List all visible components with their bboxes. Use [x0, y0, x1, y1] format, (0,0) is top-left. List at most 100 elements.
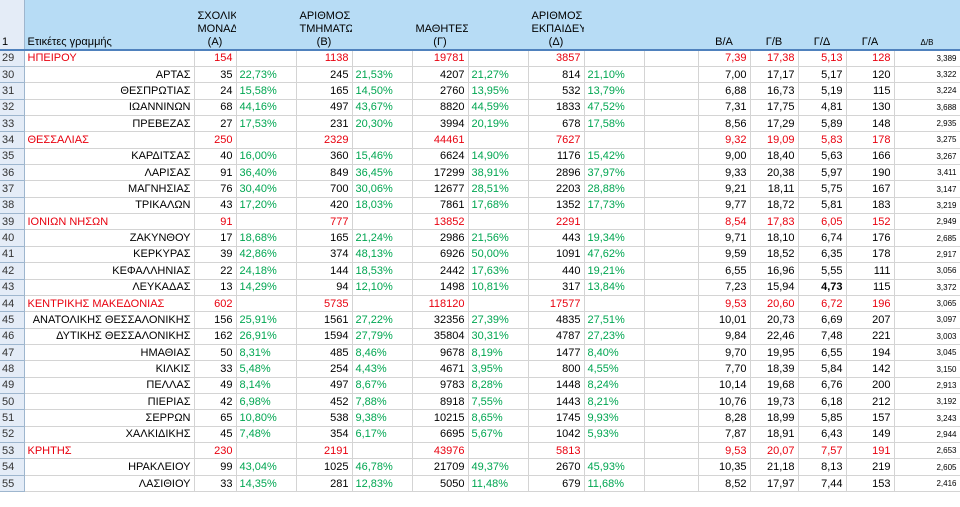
row-label[interactable]: ΗΡΑΚΛΕΙΟΥ: [24, 458, 195, 476]
cell-teachers[interactable]: 5813: [528, 442, 585, 460]
col-header-teachers[interactable]: ΑΡΙΘΜΟΣ ΕΚΠΑΙΔΕΥΤΙΚΩΝ (Δ): [528, 0, 585, 51]
row-number[interactable]: 52: [0, 426, 25, 444]
cell-units[interactable]: 250: [194, 131, 237, 149]
cell-sections[interactable]: 144: [296, 262, 353, 280]
row-number[interactable]: 54: [0, 458, 25, 476]
row-number[interactable]: 43: [0, 279, 25, 296]
cell-ratio-db[interactable]: 3,219: [894, 197, 960, 215]
cell-units-pct[interactable]: 22,73%: [236, 66, 297, 84]
cell-students-pct[interactable]: 5,67%: [468, 426, 529, 444]
row-number[interactable]: 44: [0, 295, 25, 313]
cell-ratio-gb[interactable]: 17,29: [750, 115, 799, 133]
cell-blank[interactable]: [644, 344, 699, 362]
cell-students[interactable]: 3994: [412, 115, 469, 133]
cell-sections[interactable]: 452: [296, 393, 353, 411]
cell-ratio-ba[interactable]: 7,39: [698, 50, 751, 67]
cell-ratio-db[interactable]: 3,065: [894, 295, 960, 313]
cell-ratio-ba[interactable]: 7,87: [698, 426, 751, 444]
cell-teachers[interactable]: 4835: [528, 311, 585, 329]
cell-students-pct[interactable]: 17,63%: [468, 262, 529, 280]
row-label[interactable]: ΔΥΤΙΚΗΣ ΘΕΣΣΑΛΟΝΙΚΗΣ: [24, 328, 195, 345]
cell-sections[interactable]: 1561: [296, 311, 353, 329]
cell-sections[interactable]: 165: [296, 82, 353, 100]
cell-teachers-pct[interactable]: 27,23%: [584, 328, 645, 345]
cell-teachers-pct[interactable]: 47,52%: [584, 99, 645, 116]
cell-units-pct[interactable]: [236, 295, 297, 313]
cell-students[interactable]: 21709: [412, 458, 469, 476]
cell-ratio-gb[interactable]: 15,94: [750, 279, 799, 296]
cell-sections[interactable]: 1025: [296, 458, 353, 476]
cell-sections[interactable]: 1138: [296, 50, 353, 67]
cell-ratio-db[interactable]: 3,147: [894, 180, 960, 198]
cell-ratio-gd[interactable]: 5,19: [798, 82, 847, 100]
cell-ratio-gd[interactable]: 4,73: [798, 279, 847, 296]
row-label[interactable]: ΛΕΥΚΑΔΑΣ: [24, 279, 195, 296]
cell-units[interactable]: 17: [194, 229, 237, 247]
col-header-blank[interactable]: [236, 0, 297, 51]
cell-sections-pct[interactable]: 36,45%: [352, 164, 413, 182]
cell-ratio-db[interactable]: 2,944: [894, 426, 960, 444]
cell-units-pct[interactable]: 17,20%: [236, 197, 297, 215]
cell-teachers-pct[interactable]: 27,51%: [584, 311, 645, 329]
cell-units[interactable]: 33: [194, 475, 237, 493]
cell-ratio-db[interactable]: 3,275: [894, 131, 960, 149]
row-label[interactable]: ΚΕΦΑΛΛΗΝΙΑΣ: [24, 262, 195, 280]
cell-ratio-gb[interactable]: 20,38: [750, 164, 799, 182]
cell-units[interactable]: 43: [194, 197, 237, 215]
cell-blank[interactable]: [644, 475, 699, 493]
cell-ratio-ga[interactable]: 207: [846, 311, 895, 329]
cell-ratio-gb[interactable]: 16,96: [750, 262, 799, 280]
cell-teachers-pct[interactable]: 4,55%: [584, 360, 645, 378]
cell-units[interactable]: 24: [194, 82, 237, 100]
cell-sections[interactable]: 281: [296, 475, 353, 493]
cell-ratio-ga[interactable]: 219: [846, 458, 895, 476]
cell-teachers-pct[interactable]: 15,42%: [584, 148, 645, 166]
cell-blank[interactable]: [644, 409, 699, 427]
cell-ratio-db[interactable]: 2,416: [894, 475, 960, 493]
col-header-db[interactable]: Δ/Β: [894, 0, 960, 51]
cell-units-pct[interactable]: 42,86%: [236, 246, 297, 264]
cell-ratio-ba[interactable]: 10,76: [698, 393, 751, 411]
cell-ratio-ba[interactable]: 9,32: [698, 131, 751, 149]
cell-ratio-ba[interactable]: 10,01: [698, 311, 751, 329]
col-header-blank[interactable]: [468, 0, 529, 51]
cell-students[interactable]: 8820: [412, 99, 469, 116]
cell-sections-pct[interactable]: 20,30%: [352, 115, 413, 133]
cell-sections-pct[interactable]: 18,03%: [352, 197, 413, 215]
cell-units-pct[interactable]: 5,48%: [236, 360, 297, 378]
cell-units-pct[interactable]: 7,48%: [236, 426, 297, 444]
cell-units[interactable]: 154: [194, 50, 237, 67]
row-number[interactable]: 51: [0, 409, 25, 427]
cell-ratio-ga[interactable]: 115: [846, 279, 895, 296]
cell-ratio-gd[interactable]: 5,85: [798, 409, 847, 427]
row-number[interactable]: 29: [0, 50, 25, 67]
cell-ratio-ga[interactable]: 178: [846, 131, 895, 149]
cell-teachers[interactable]: 2291: [528, 213, 585, 231]
col-header-blank[interactable]: [352, 0, 413, 51]
cell-teachers[interactable]: 1448: [528, 377, 585, 395]
cell-sections-pct[interactable]: [352, 442, 413, 460]
cell-sections-pct[interactable]: 21,53%: [352, 66, 413, 84]
cell-blank[interactable]: [644, 458, 699, 476]
cell-ratio-gb[interactable]: 18,11: [750, 180, 799, 198]
cell-ratio-db[interactable]: 3,267: [894, 148, 960, 166]
cell-sections-pct[interactable]: 18,53%: [352, 262, 413, 280]
cell-units-pct[interactable]: 26,91%: [236, 328, 297, 345]
cell-students[interactable]: 6624: [412, 148, 469, 166]
cell-ratio-gd[interactable]: 5,75: [798, 180, 847, 198]
cell-ratio-gb[interactable]: 20,60: [750, 295, 799, 313]
cell-students[interactable]: 44461: [412, 131, 469, 149]
cell-teachers[interactable]: 7627: [528, 131, 585, 149]
cell-ratio-gd[interactable]: 8,13: [798, 458, 847, 476]
cell-ratio-ga[interactable]: 111: [846, 262, 895, 280]
cell-ratio-gd[interactable]: 6,18: [798, 393, 847, 411]
cell-ratio-ba[interactable]: 8,28: [698, 409, 751, 427]
cell-students-pct[interactable]: 11,48%: [468, 475, 529, 493]
cell-blank[interactable]: [644, 50, 699, 67]
cell-teachers[interactable]: 443: [528, 229, 585, 247]
row-label[interactable]: ΗΠΕΙΡΟΥ: [24, 50, 195, 67]
cell-students-pct[interactable]: 21,56%: [468, 229, 529, 247]
cell-sections[interactable]: 497: [296, 377, 353, 395]
cell-teachers-pct[interactable]: 47,62%: [584, 246, 645, 264]
cell-teachers[interactable]: 1352: [528, 197, 585, 215]
